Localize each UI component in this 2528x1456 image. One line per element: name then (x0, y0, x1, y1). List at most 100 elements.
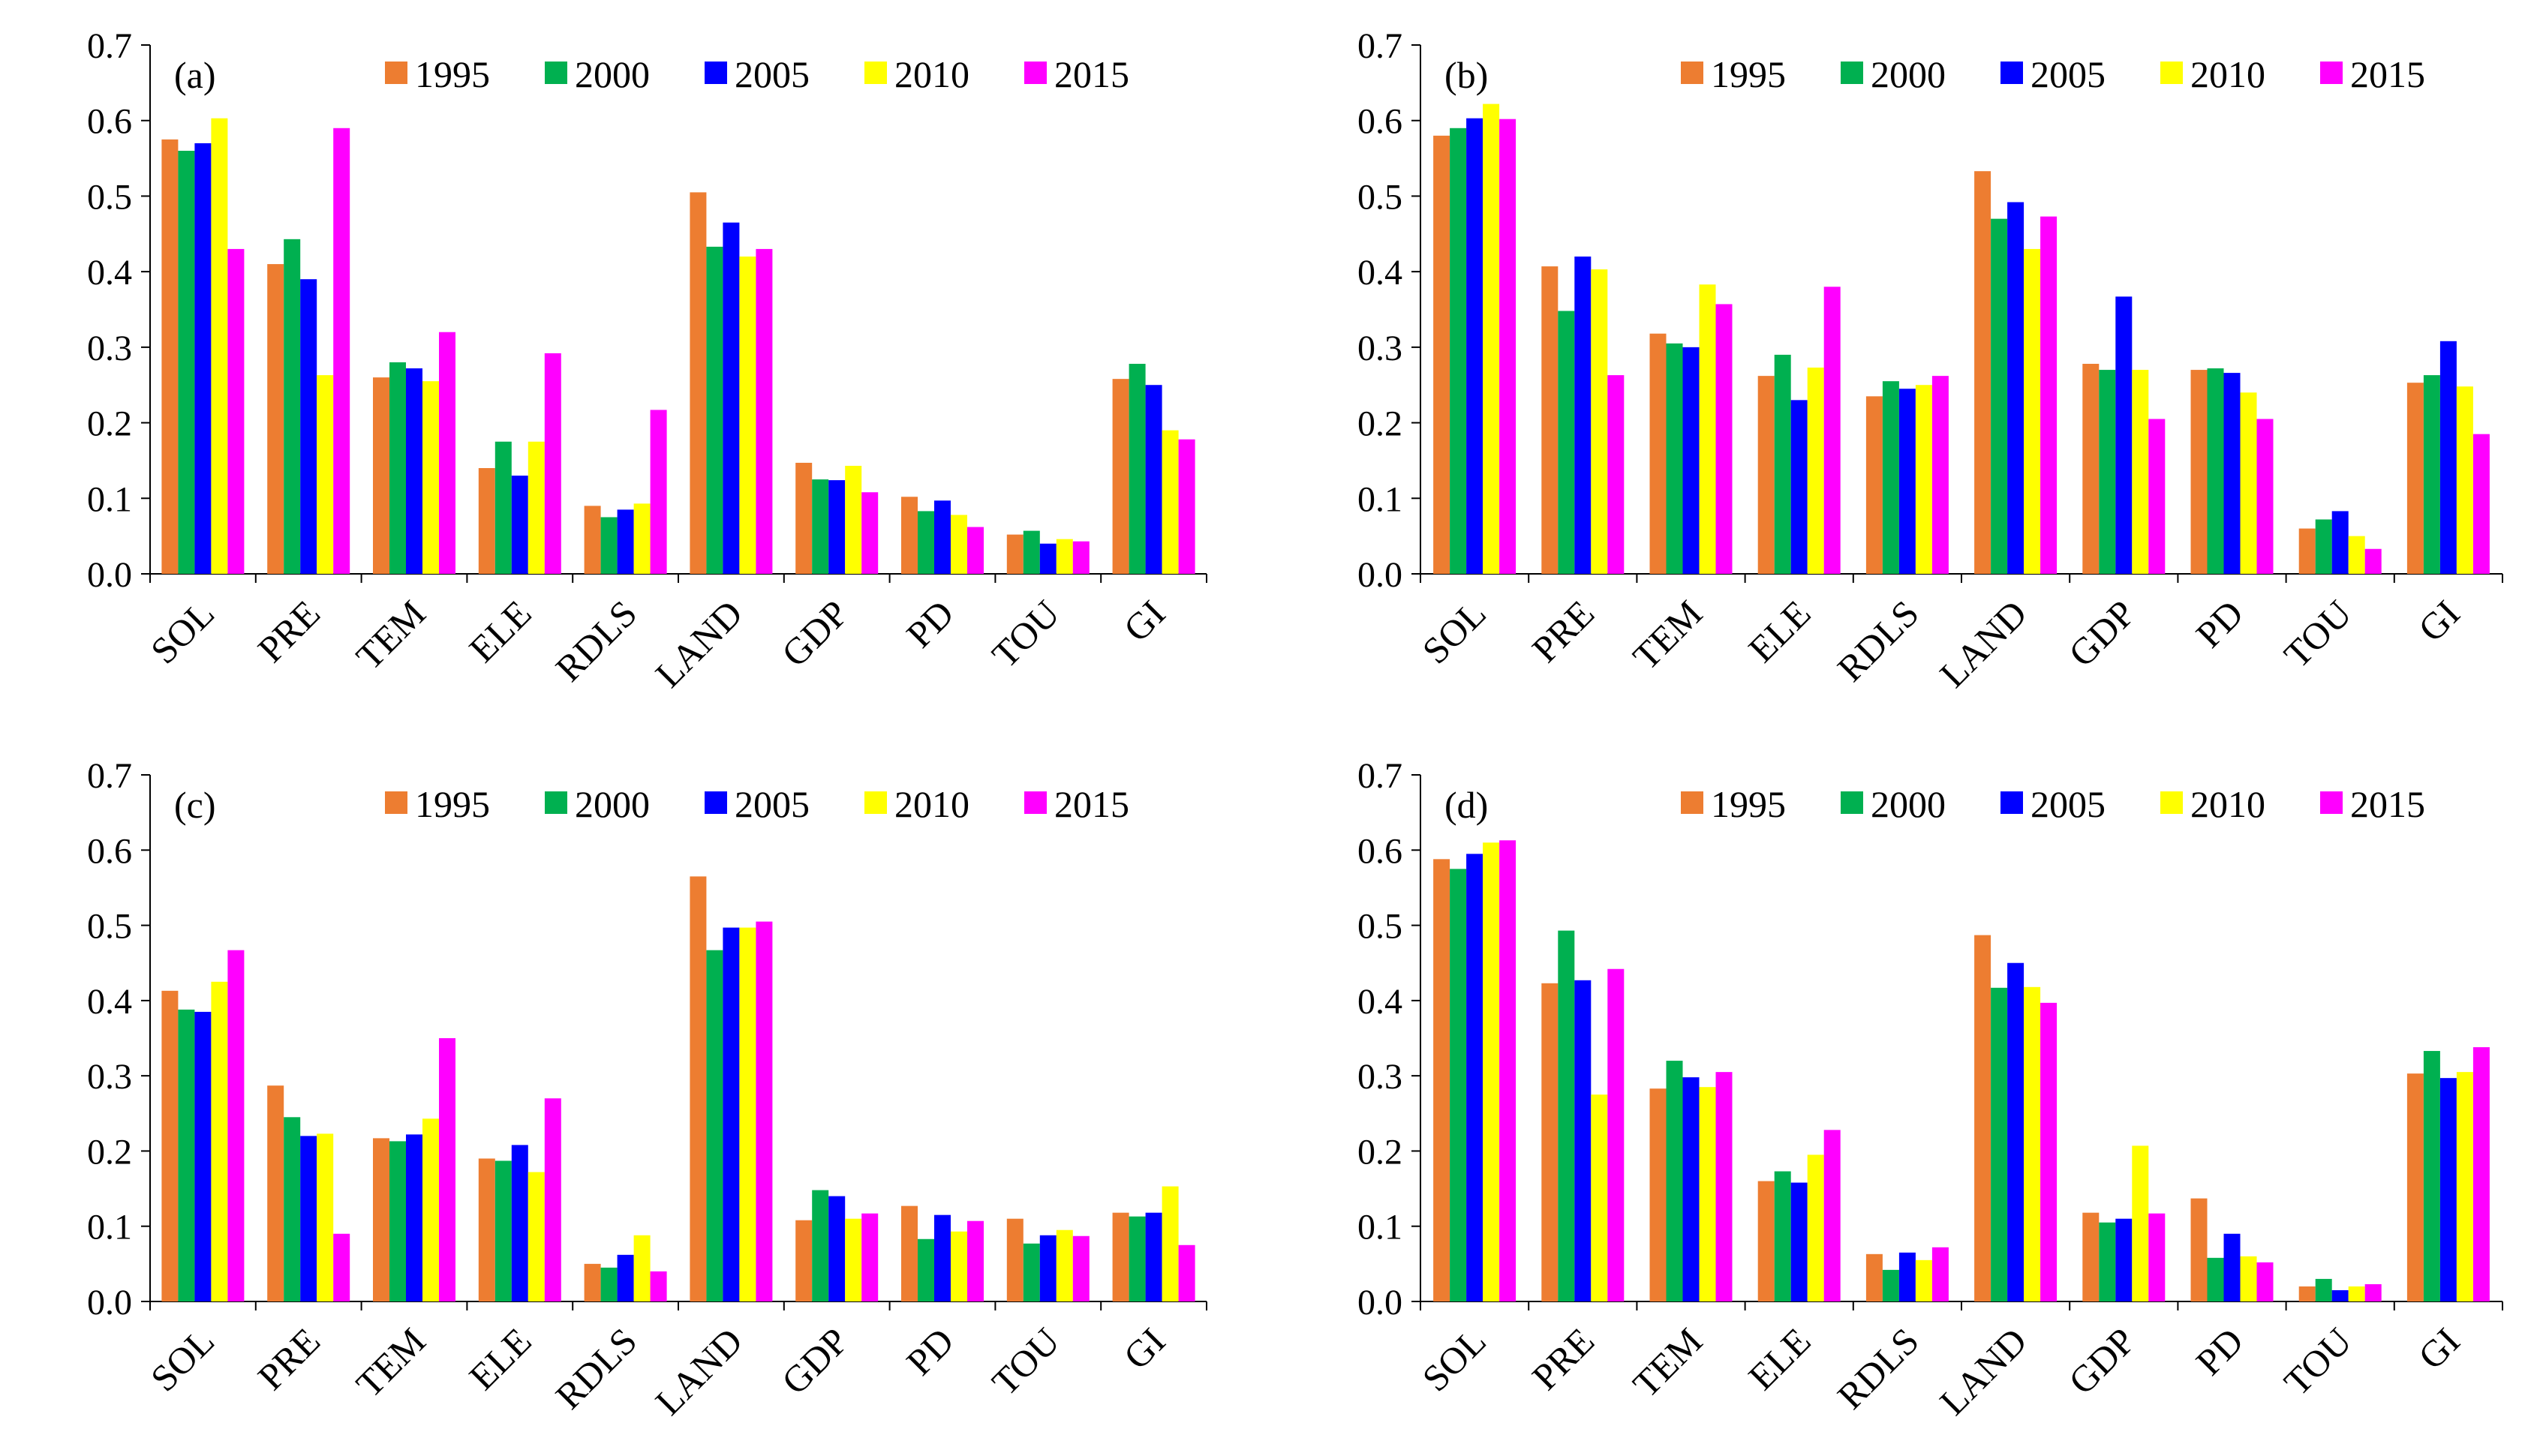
bar-rdls-2005 (617, 509, 634, 574)
legend-swatch-2005 (705, 791, 727, 814)
bar-gi-1995 (2406, 1073, 2424, 1301)
bar-pd-2010 (951, 515, 967, 574)
bar-gi-2010 (1162, 1186, 1179, 1301)
x-tick-label: ELE (461, 1319, 539, 1397)
y-tick-label: 0.1 (1357, 1208, 1402, 1247)
bar-pre-2000 (1558, 311, 1575, 574)
bar-land-2010 (2024, 248, 2041, 574)
bar-land-2000 (1991, 987, 2008, 1301)
x-tick-label: GI (1115, 592, 1173, 650)
legend-swatch-1995 (1681, 62, 1703, 84)
bar-rdls-2015 (1931, 376, 1949, 574)
legend-swatch-2005 (2000, 791, 2023, 814)
legend-label-2010: 2010 (2190, 783, 2265, 825)
bar-pre-2015 (333, 1233, 350, 1301)
legend-swatch-2010 (864, 791, 887, 814)
bar-pre-2015 (1607, 375, 1625, 574)
bar-tou-2000 (1023, 530, 1040, 574)
bar-sol-2000 (1450, 869, 1467, 1301)
bar-ele-2010 (528, 441, 545, 574)
x-tick-label: GI (2410, 592, 2468, 650)
bar-tou-2015 (1072, 541, 1090, 574)
bar-gi-2000 (1129, 364, 1146, 574)
x-tick-label: LAND (1931, 592, 2035, 695)
x-tick-label: TOU (2276, 1319, 2360, 1403)
bar-pre-1995 (267, 264, 284, 574)
y-tick-label: 0.4 (87, 253, 132, 293)
x-tick-label: RDLS (547, 592, 645, 689)
bar-land-2010 (739, 927, 756, 1301)
bar-pre-2005 (1574, 980, 1592, 1301)
bar-gi-2015 (2472, 1047, 2490, 1301)
legend-label-2010: 2010 (894, 53, 969, 95)
bar-ele-2005 (1790, 400, 1808, 574)
bar-ele-2000 (494, 441, 512, 574)
bar-tou-1995 (1006, 1218, 1024, 1301)
bar-gi-2015 (1178, 1244, 1195, 1301)
bar-pd-2005 (2223, 1233, 2241, 1301)
bar-ele-2010 (1807, 368, 1824, 574)
y-tick-label: 0.6 (87, 831, 132, 871)
y-tick-label: 0.0 (87, 555, 132, 595)
bar-rdls-2010 (633, 503, 651, 574)
y-tick-label: 0.2 (87, 404, 132, 444)
legend-label-2015: 2015 (2350, 783, 2425, 825)
bar-sol-1995 (1433, 135, 1450, 574)
bar-ele-2015 (1823, 1130, 1841, 1301)
legend-swatch-2015 (1024, 791, 1047, 814)
y-tick-label: 0.7 (87, 756, 132, 796)
bar-rdls-1995 (1865, 396, 1883, 574)
bar-tem-2015 (439, 1038, 455, 1301)
bar-rdls-1995 (584, 506, 601, 574)
bar-gdp-2000 (2099, 1222, 2116, 1301)
y-tick-label: 0.3 (1357, 329, 1402, 368)
bar-gi-2000 (2423, 375, 2440, 574)
x-tick-label: RDLS (1829, 1319, 1927, 1417)
bar-tou-2005 (1039, 1235, 1057, 1301)
bar-rdls-2005 (1898, 1252, 1916, 1301)
chart-panel-0: 0.0 0.1 0.2 0.3 0.4 0.5 0.6 0.7 SOL PRE TEM ELE RDLS… (87, 26, 1207, 695)
x-tick-label: TOU (984, 1319, 1068, 1403)
panel-label: (b) (1444, 54, 1488, 96)
bar-gi-1995 (1112, 1212, 1129, 1301)
y-tick-label: 0.3 (87, 329, 132, 368)
bar-gdp-1995 (795, 1220, 813, 1301)
bar-tem-2015 (1715, 304, 1733, 574)
bar-land-2015 (756, 248, 773, 574)
bar-rdls-1995 (584, 1263, 601, 1301)
bar-pre-2015 (333, 128, 350, 575)
bar-rdls-2010 (1915, 1259, 1932, 1301)
y-tick-label: 0.3 (87, 1057, 132, 1097)
bar-sol-1995 (1433, 859, 1450, 1301)
bar-pre-2000 (284, 1117, 301, 1301)
bar-sol-2005 (1466, 854, 1483, 1301)
bar-land-2005 (723, 222, 740, 574)
y-tick-label: 0.5 (1357, 177, 1402, 217)
x-tick-label: LAND (1931, 1319, 2035, 1423)
x-tick-label: PRE (250, 592, 328, 670)
bar-sol-2010 (1483, 104, 1500, 575)
bar-tem-1995 (373, 1138, 389, 1301)
bar-tem-2000 (389, 1141, 406, 1301)
bar-land-2005 (2007, 962, 2025, 1301)
bar-gdp-2010 (845, 1218, 862, 1301)
bar-pre-2010 (1591, 269, 1608, 574)
y-tick-label: 0.2 (87, 1132, 132, 1172)
bar-tem-2010 (422, 381, 439, 574)
bar-pd-2010 (2240, 1256, 2257, 1301)
y-tick-label: 0.1 (1357, 479, 1402, 519)
y-tick-label: 0.0 (1357, 555, 1402, 595)
bar-pd-2005 (934, 1214, 951, 1301)
bar-tem-2015 (439, 332, 455, 574)
x-tick-label: PRE (1524, 1319, 1602, 1397)
bar-sol-2015 (1499, 840, 1516, 1301)
bar-tem-2010 (422, 1118, 439, 1301)
bar-gi-2010 (1162, 430, 1179, 574)
chart-panel-1: 0.0 0.1 0.2 0.3 0.4 0.5 0.6 0.7 SOL PRE TEM ELE RDLS… (1357, 26, 2503, 695)
legend-label-2000: 2000 (575, 783, 650, 825)
bar-pre-1995 (1541, 983, 1559, 1301)
bar-tou-2015 (2364, 548, 2382, 574)
bar-sol-1995 (161, 139, 179, 575)
bar-gdp-2015 (861, 1213, 879, 1301)
bar-sol-2015 (227, 248, 245, 574)
